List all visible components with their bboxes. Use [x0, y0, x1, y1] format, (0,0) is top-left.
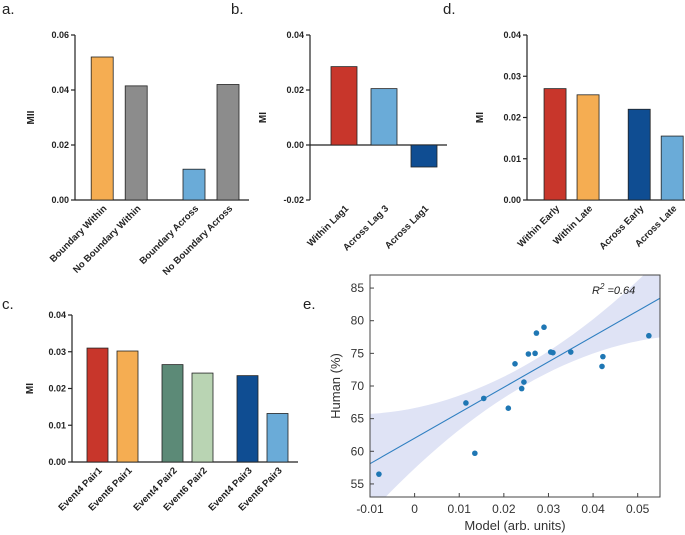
y-tick-label: 0.04: [286, 30, 304, 40]
r2-annotation: R2 =0.64: [592, 282, 635, 297]
r2-symbol: R: [592, 285, 600, 297]
data-point: [472, 450, 478, 457]
y-tick-label: 70: [351, 379, 365, 393]
data-point: [525, 351, 532, 357]
data-point: [646, 332, 652, 339]
bar: [191, 372, 214, 463]
bar: [266, 413, 289, 463]
y-tick-label: 0.01: [48, 420, 66, 430]
x-tick-label: 0.04: [581, 502, 605, 516]
r2-value: =0.64: [604, 285, 635, 297]
x-tick-label: 0.03: [537, 502, 561, 516]
y-axis-label: MII: [26, 110, 37, 124]
data-point: [532, 350, 538, 357]
y-axis-label: MI: [25, 383, 36, 394]
bar: [90, 56, 114, 201]
x-tick-label: 0.05: [626, 502, 650, 516]
y-tick-label: 0.00: [51, 195, 69, 205]
y-tick-label: 0.00: [48, 457, 66, 467]
bar: [576, 94, 600, 201]
bar: [543, 88, 567, 201]
x-tick-label: 0: [411, 502, 418, 516]
y-tick-label: 75: [351, 346, 365, 360]
y-tick-label: 0.06: [51, 30, 69, 40]
y-tick-label: 0.04: [503, 30, 521, 40]
bar: [182, 168, 206, 201]
panel-label-e: e.: [303, 296, 316, 313]
data-point: [512, 361, 518, 367]
y-tick-label: 0.00: [286, 140, 304, 150]
y-axis-label: MI: [258, 112, 269, 123]
x-tick-label: 0.02: [492, 502, 516, 516]
y-tick-label: 0.02: [503, 113, 521, 123]
bar: [660, 135, 684, 201]
category-label: No Boundary Within: [71, 203, 143, 275]
fit-line: [370, 297, 660, 465]
y-tick-label: 80: [351, 314, 365, 328]
bar: [216, 84, 240, 201]
data-point: [518, 385, 525, 392]
data-point: [505, 405, 512, 412]
r2-superscript: 2: [599, 282, 605, 291]
data-point: [480, 395, 487, 402]
data-point: [599, 363, 605, 370]
y-tick-label: 0.04: [51, 85, 69, 95]
bar: [370, 88, 398, 146]
confidence-band: [370, 275, 660, 497]
bar: [124, 85, 148, 201]
bar: [410, 144, 438, 168]
data-point: [567, 349, 574, 355]
y-tick-label: 0.00: [503, 195, 521, 205]
bar: [627, 108, 651, 201]
y-tick-label: 0.02: [48, 384, 66, 394]
x-tick-label: 0.01: [448, 502, 472, 516]
chart-e: -0.01 0 0.01 0.02 0.03 0.04 0.05 55 60 65 70 75 80 85…: [328, 274, 661, 533]
y-tick-label: 85: [351, 281, 365, 295]
x-axis-label: Model (arb. units): [464, 518, 565, 533]
bar: [161, 364, 184, 463]
data-point: [541, 324, 547, 331]
data-point: [550, 349, 556, 356]
data-point: [376, 471, 382, 477]
category-label: Boundary Across: [138, 203, 202, 267]
bar: [86, 347, 109, 463]
y-tick-label: 55: [351, 477, 365, 491]
panel-label-b: b.: [231, 1, 244, 18]
x-tick-label: -0.01: [356, 502, 384, 516]
panel-label-c: c.: [2, 296, 14, 313]
data-point: [600, 353, 606, 360]
y-tick-label: 0.01: [503, 154, 521, 164]
category-label: Boundary Within: [48, 203, 110, 265]
y-tick-label: 0.03: [503, 71, 521, 81]
y-axis-label: MI: [475, 112, 486, 123]
y-tick-label: 0.04: [48, 310, 66, 320]
category-label: Across Lag1: [383, 203, 432, 252]
y-tick-label: 0.02: [51, 140, 69, 150]
y-tick-label: 0.03: [48, 347, 66, 357]
data-point: [521, 379, 527, 385]
y-tick-label: 0.02: [286, 85, 304, 95]
category-label: No Boundary Across: [161, 203, 235, 277]
y-axis-label: Human (%): [328, 353, 343, 419]
bar: [236, 375, 259, 463]
panel-label-a: a.: [2, 1, 15, 18]
y-tick-label: 60: [351, 444, 365, 458]
y-tick-label: 65: [351, 412, 365, 426]
data-point: [463, 400, 469, 406]
bar: [330, 66, 358, 146]
bar: [116, 350, 139, 463]
y-tick-label: -0.02: [283, 195, 304, 205]
panel-label-d: d.: [443, 1, 456, 18]
data-point: [533, 330, 540, 336]
